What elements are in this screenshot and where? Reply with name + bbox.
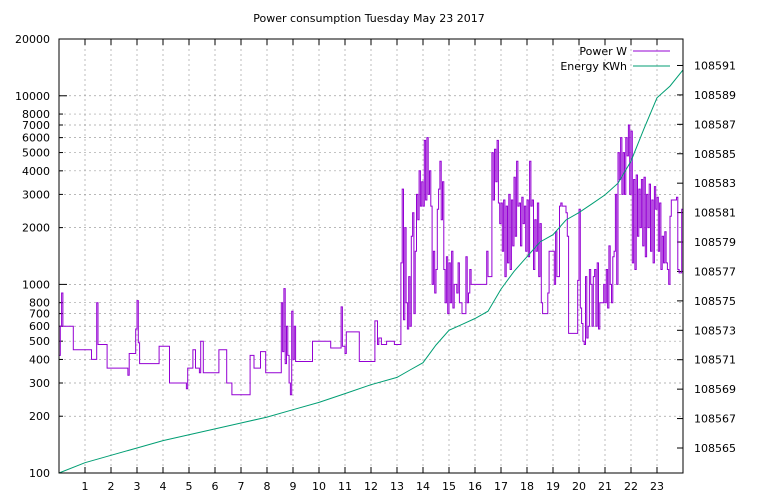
x-tick-label: 16 xyxy=(468,480,482,493)
x-axis-ticks: 1 2 3 4 5 6 7 8 9 10 11 12 13 14 15 16 17 18 19 20 21 22 23 xyxy=(82,39,664,493)
x-tick-label: 22 xyxy=(624,480,638,493)
x-tick-label: 17 xyxy=(494,480,508,493)
right-y-axis: 108565 108567 108569 108571 108573 108575 1085… xyxy=(677,59,736,455)
y-right-tick-label: 108581 xyxy=(694,207,736,220)
y-right-tick-label: 108587 xyxy=(694,118,736,131)
y-left-tick-label: 400 xyxy=(29,353,50,366)
x-tick-label: 6 xyxy=(212,480,219,493)
y-right-tick-label: 108573 xyxy=(694,324,736,337)
legend-label-0: Power W xyxy=(579,45,627,58)
x-tick-label: 13 xyxy=(390,480,404,493)
y-left-tick-label: 4000 xyxy=(22,165,50,178)
legend-label-1: Energy KWh xyxy=(560,60,627,73)
legend: Power W Energy KWh xyxy=(560,45,670,73)
y-left-tick-label: 200 xyxy=(29,410,50,423)
x-tick-label: 14 xyxy=(416,480,430,493)
y-left-tick-label: 2000 xyxy=(22,222,50,235)
x-tick-label: 10 xyxy=(312,480,326,493)
y-right-tick-label: 108583 xyxy=(694,177,736,190)
x-tick-label: 15 xyxy=(442,480,456,493)
x-tick-label: 9 xyxy=(290,480,297,493)
grid-lines xyxy=(59,39,683,473)
x-tick-label: 23 xyxy=(650,480,664,493)
y-left-tick-label: 3000 xyxy=(22,188,50,201)
x-tick-label: 8 xyxy=(264,480,271,493)
y-right-tick-label: 108579 xyxy=(694,236,736,249)
y-left-tick-label: 700 xyxy=(29,308,50,321)
y-left-tick-label: 600 xyxy=(29,320,50,333)
y-left-tick-label: 1000 xyxy=(22,278,50,291)
y-left-tick-label: 500 xyxy=(29,335,50,348)
y-right-tick-label: 108585 xyxy=(694,148,736,161)
y-left-tick-label: 8000 xyxy=(22,108,50,121)
plot-border xyxy=(58,38,684,474)
y-right-tick-label: 108577 xyxy=(694,265,736,278)
y-left-tick-label: 6000 xyxy=(22,132,50,145)
y-right-tick-label: 108569 xyxy=(694,383,736,396)
y-left-tick-label: 800 xyxy=(29,297,50,310)
y-right-tick-label: 108565 xyxy=(694,442,736,455)
y-right-tick-label: 108591 xyxy=(694,59,736,72)
y-left-tick-label: 100 xyxy=(29,467,50,480)
series-line-1 xyxy=(58,69,684,474)
x-tick-label: 2 xyxy=(108,480,115,493)
y-left-tick-label: 20000 xyxy=(15,33,50,46)
x-tick-label: 3 xyxy=(134,480,141,493)
x-tick-label: 4 xyxy=(160,480,167,493)
x-tick-label: 21 xyxy=(598,480,612,493)
x-tick-label: 18 xyxy=(520,480,534,493)
y-left-tick-label: 300 xyxy=(29,377,50,390)
x-tick-label: 11 xyxy=(338,480,352,493)
y-right-tick-label: 108567 xyxy=(694,413,736,426)
y-left-tick-label: 5000 xyxy=(22,147,50,160)
y-left-tick-label: 7000 xyxy=(22,119,50,132)
x-tick-label: 20 xyxy=(572,480,586,493)
series-line-0 xyxy=(59,124,683,396)
y-right-tick-label: 108571 xyxy=(694,354,736,367)
x-tick-label: 5 xyxy=(186,480,193,493)
x-tick-label: 19 xyxy=(546,480,560,493)
plot-area xyxy=(58,69,684,474)
y-left-tick-label: 10000 xyxy=(15,90,50,103)
x-tick-label: 1 xyxy=(82,480,89,493)
y-right-tick-label: 108589 xyxy=(694,89,736,102)
y-right-tick-label: 108575 xyxy=(694,295,736,308)
x-tick-label: 7 xyxy=(238,480,245,493)
chart-title: Power consumption Tuesday May 23 2017 xyxy=(253,12,484,25)
x-tick-label: 12 xyxy=(364,480,378,493)
